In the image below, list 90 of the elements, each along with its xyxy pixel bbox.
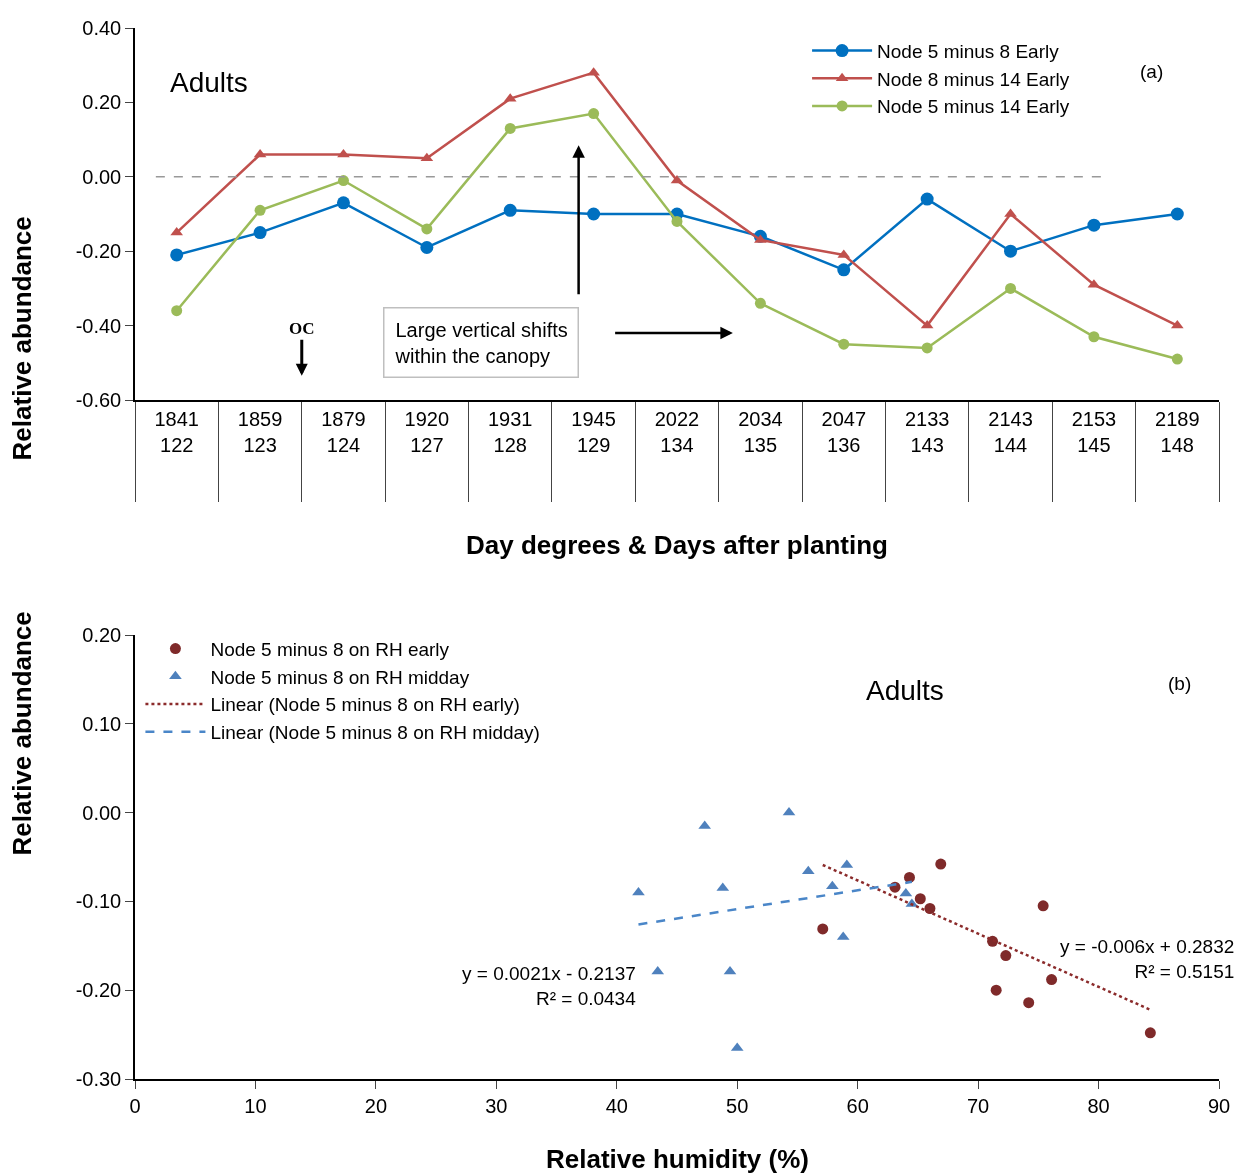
point (1170, 207, 1184, 221)
x-tick-label: 2047 136 (821, 407, 867, 456)
point (935, 858, 947, 870)
point (671, 215, 683, 227)
x-tick-label: 2133 143 (904, 407, 950, 456)
x-tick-label: 2022 134 (654, 407, 700, 456)
x-tick-label: 80 (1087, 1094, 1110, 1117)
point (1023, 997, 1035, 1009)
x-tick-label: 2153 145 (1071, 407, 1117, 456)
y-tick-label: -0.60 (75, 389, 122, 411)
y-tick-label: 0.20 (82, 91, 122, 114)
point (817, 923, 829, 935)
point (1088, 331, 1100, 343)
annotation: (a) (1140, 61, 1164, 82)
legend-label: Linear (Node 5 minus 8 on RH midday) (210, 722, 540, 744)
point (1171, 353, 1183, 365)
x-tick-label: 50 (726, 1094, 749, 1117)
annotation: Adults (170, 67, 248, 98)
legend-label: Linear (Node 5 minus 8 on RH early) (210, 694, 520, 716)
y-tick-label: 0.10 (82, 712, 122, 735)
x-tick-label: 2143 144 (988, 407, 1033, 456)
legend-label: Node 5 minus 8 on RH early (210, 638, 450, 660)
x-tick-label: 20 (364, 1094, 388, 1117)
annotation: OC (289, 319, 315, 338)
point (336, 196, 350, 210)
point (503, 203, 517, 217)
point (837, 263, 851, 277)
y-tick-label: 0.20 (82, 624, 122, 646)
x-tick-label: 30 (485, 1094, 508, 1117)
annotation: Adults (866, 675, 944, 706)
y-tick-label: -0.20 (75, 240, 122, 263)
point (899, 887, 913, 897)
x-tick-label: 90 (1207, 1094, 1231, 1117)
x-axis-title: Relative humidity (%) (546, 1144, 809, 1174)
y-tick-label: 0.40 (82, 17, 122, 39)
x-tick-label: 60 (846, 1094, 869, 1117)
annotation: y = 0.0021x - 0.2137 R² = 0.0434 (462, 963, 637, 1009)
point (420, 240, 434, 254)
x-tick-label: 1920 127 (404, 407, 450, 456)
point (587, 207, 601, 221)
point (170, 248, 184, 262)
x-tick-label: 40 (605, 1094, 628, 1117)
point (171, 305, 183, 317)
x-tick-label: 70 (966, 1094, 990, 1117)
annotation: y = -0.006x + 0.2832 R² = 0.5151 (1060, 936, 1235, 982)
legend-label: Node 5 minus 14 Early (877, 96, 1070, 118)
point (253, 226, 267, 240)
point (754, 297, 766, 309)
x-tick-label: 1879 124 (321, 407, 366, 456)
x-tick-label: 2034 135 (738, 407, 783, 456)
point (1005, 282, 1017, 294)
point (1087, 218, 1101, 232)
point (1000, 950, 1012, 962)
point (588, 108, 600, 120)
y-axis-title: Relative abundance (7, 216, 38, 461)
point (921, 342, 933, 354)
point (914, 893, 926, 905)
point (504, 122, 516, 134)
point (421, 223, 433, 235)
point (1004, 244, 1018, 258)
y-tick-label: 0.00 (82, 165, 122, 188)
point (838, 338, 850, 350)
x-tick-label: 10 (244, 1094, 267, 1117)
point (254, 204, 266, 216)
x-tick-label: 1859 123 (237, 407, 283, 456)
x-tick-label: 1945 129 (571, 407, 616, 456)
x-tick-label: 2189 148 (1155, 407, 1200, 456)
y-tick-label: -0.20 (75, 979, 122, 1002)
y-axis-title: Relative abundance (7, 611, 38, 856)
x-tick-label: 1931 128 (487, 407, 533, 456)
point (1037, 900, 1049, 912)
point (920, 192, 934, 206)
y-tick-label: -0.30 (75, 1068, 122, 1090)
point (1046, 974, 1058, 986)
x-tick-label: 1841 122 (154, 407, 199, 456)
legend-label: Node 8 minus 14 Early (877, 68, 1070, 90)
annotation: (b) (1168, 673, 1192, 694)
x-tick-label: 0 (129, 1094, 141, 1117)
annotation: Large vertical shifts within the canopy (394, 318, 568, 367)
y-tick-label: -0.40 (75, 314, 122, 337)
y-tick-label: -0.10 (75, 890, 122, 913)
point (1144, 1027, 1156, 1039)
legend-label: Node 5 minus 8 Early (877, 40, 1060, 62)
x-axis-title: Day degrees & Days after planting (466, 530, 888, 560)
legend-label: Node 5 minus 8 on RH midday (210, 666, 470, 688)
point (826, 880, 839, 890)
point (253, 148, 267, 158)
point (990, 984, 1002, 996)
point (337, 148, 350, 158)
y-tick-label: 0.00 (82, 801, 122, 824)
